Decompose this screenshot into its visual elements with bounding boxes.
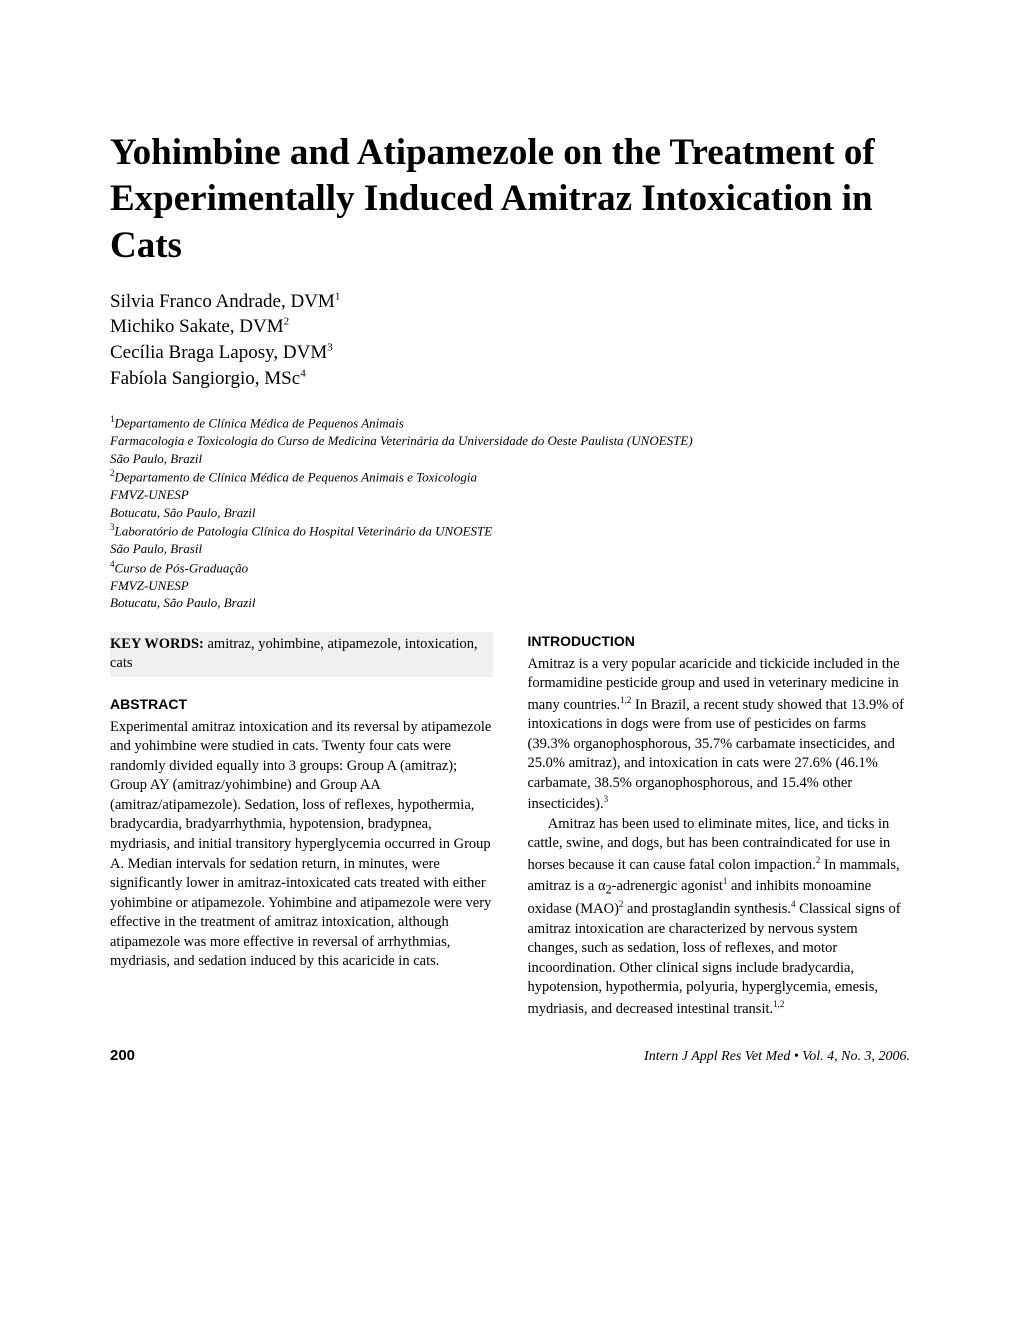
aff-line: Departamento de Clínica Médica de Pequen… (115, 470, 478, 485)
right-column: INTRODUCTION Amitraz is a very popular a… (528, 632, 911, 1020)
author-sup: 4 (300, 367, 306, 379)
affiliation-2: 2Departamento de Clínica Médica de Peque… (110, 467, 910, 521)
aff-line: São Paulo, Brasil (110, 541, 202, 556)
author-sup: 1 (335, 290, 341, 302)
left-column: KEY WORDS: amitraz, yohimbine, atipamezo… (110, 632, 493, 1020)
affiliations-block: 1Departamento de Clínica Médica de Peque… (110, 413, 910, 611)
aff-line: São Paulo, Brazil (110, 451, 202, 466)
two-column-layout: KEY WORDS: amitraz, yohimbine, atipamezo… (110, 632, 910, 1020)
citation-sup: 1,2 (773, 999, 784, 1009)
citation-sup: 1,2 (620, 695, 631, 705)
author-2: Michiko Sakate, DVM2 (110, 314, 910, 340)
aff-line: Laboratório de Patologia Clínica do Hosp… (115, 524, 493, 539)
citation-sup: 3 (604, 794, 609, 804)
author-name: Michiko Sakate, DVM (110, 316, 284, 337)
intro-text: -adrenergic agonist (612, 878, 723, 894)
affiliation-3: 3Laboratório de Patologia Clínica do Hos… (110, 521, 910, 557)
aff-line: Curso de Pós-Graduação (115, 560, 249, 575)
abstract-text: Experimental amitraz intoxication and it… (110, 718, 493, 972)
aff-line: Farmacologia e Toxicologia do Curso de M… (110, 433, 693, 448)
introduction-heading: INTRODUCTION (528, 632, 911, 651)
affiliation-4: 4Curso de Pós-Graduação FMVZ-UNESP Botuc… (110, 558, 910, 612)
author-1: Silvia Franco Andrade, DVM1 (110, 289, 910, 315)
author-3: Cecília Braga Laposy, DVM3 (110, 340, 910, 366)
abstract-heading: ABSTRACT (110, 695, 493, 714)
intro-text: Classical signs of amitraz intoxication … (528, 901, 901, 1017)
keywords-label: KEY WORDS: (110, 636, 204, 652)
page-footer: 200 Intern J Appl Res Vet Med • Vol. 4, … (110, 1047, 910, 1065)
affiliation-1: 1Departamento de Clínica Médica de Peque… (110, 413, 910, 467)
aff-line: FMVZ-UNESP (110, 578, 189, 593)
intro-paragraph-1: Amitraz is a very popular acaricide and … (528, 655, 911, 815)
journal-reference: Intern J Appl Res Vet Med • Vol. 4, No. … (644, 1049, 910, 1065)
intro-paragraph-2: Amitraz has been used to eliminate mites… (528, 815, 911, 1020)
aff-line: Botucatu, São Paulo, Brazil (110, 505, 256, 520)
author-4: Fabíola Sangiorgio, MSc4 (110, 366, 910, 392)
intro-text: and prostaglandin synthesis. (623, 901, 791, 917)
intro-text: In Brazil, a recent study showed that 13… (528, 696, 904, 812)
aff-line: Departamento de Clínica Médica de Pequen… (115, 416, 404, 431)
aff-line: Botucatu, São Paulo, Brazil (110, 595, 256, 610)
aff-line: FMVZ-UNESP (110, 487, 189, 502)
page-number: 200 (110, 1047, 135, 1064)
authors-block: Silvia Franco Andrade, DVM1 Michiko Saka… (110, 289, 910, 392)
author-sup: 3 (327, 342, 333, 354)
author-sup: 2 (284, 316, 290, 328)
author-name: Fabíola Sangiorgio, MSc (110, 368, 300, 389)
keywords-block: KEY WORDS: amitraz, yohimbine, atipamezo… (110, 632, 493, 677)
author-name: Cecília Braga Laposy, DVM (110, 342, 327, 363)
author-name: Silvia Franco Andrade, DVM (110, 291, 335, 312)
article-title: Yohimbine and Atipamezole on the Treatme… (110, 130, 910, 269)
